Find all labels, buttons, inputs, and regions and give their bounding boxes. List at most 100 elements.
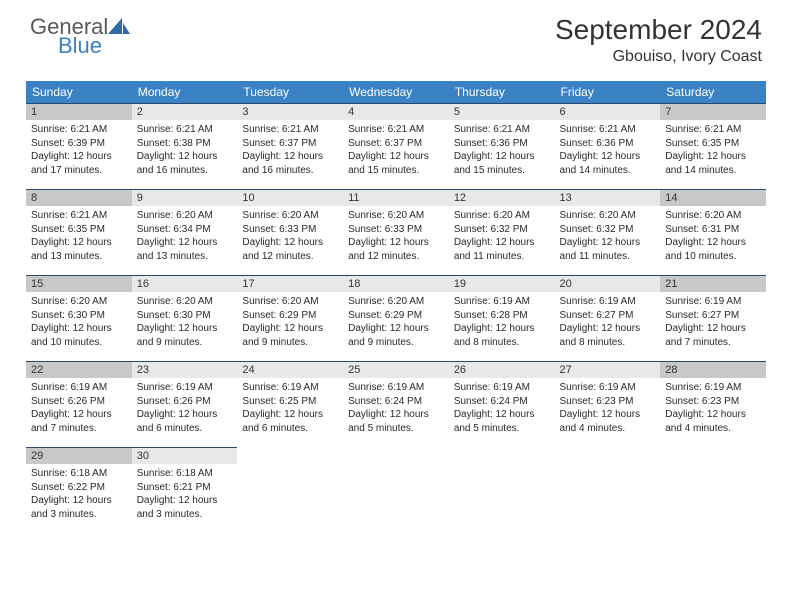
calendar-day-cell: 14Sunrise: 6:20 AMSunset: 6:31 PMDayligh… [660, 189, 766, 275]
calendar-day-cell: 21Sunrise: 6:19 AMSunset: 6:27 PMDayligh… [660, 275, 766, 361]
weekday-header: Saturday [660, 81, 766, 103]
calendar-day-cell: 25Sunrise: 6:19 AMSunset: 6:24 PMDayligh… [343, 361, 449, 447]
day-number: 18 [343, 275, 449, 292]
day-number: 28 [660, 361, 766, 378]
calendar-day-cell: 10Sunrise: 6:20 AMSunset: 6:33 PMDayligh… [237, 189, 343, 275]
day-details: Sunrise: 6:18 AMSunset: 6:22 PMDaylight:… [26, 464, 132, 525]
day-number: 10 [237, 189, 343, 206]
day-number: 2 [132, 103, 238, 120]
day-number: 29 [26, 447, 132, 464]
calendar-day-cell: 5Sunrise: 6:21 AMSunset: 6:36 PMDaylight… [449, 103, 555, 189]
day-details: Sunrise: 6:19 AMSunset: 6:23 PMDaylight:… [555, 378, 661, 439]
day-number: 19 [449, 275, 555, 292]
day-number: 14 [660, 189, 766, 206]
day-number: 15 [26, 275, 132, 292]
calendar-day-cell: 8Sunrise: 6:21 AMSunset: 6:35 PMDaylight… [26, 189, 132, 275]
day-number: 5 [449, 103, 555, 120]
calendar-day-cell: 22Sunrise: 6:19 AMSunset: 6:26 PMDayligh… [26, 361, 132, 447]
day-details: Sunrise: 6:19 AMSunset: 6:23 PMDaylight:… [660, 378, 766, 439]
day-number: 11 [343, 189, 449, 206]
day-number: 26 [449, 361, 555, 378]
calendar-day-cell: 3Sunrise: 6:21 AMSunset: 6:37 PMDaylight… [237, 103, 343, 189]
calendar-day-cell: 6Sunrise: 6:21 AMSunset: 6:36 PMDaylight… [555, 103, 661, 189]
calendar-day-cell [449, 447, 555, 533]
calendar-table: SundayMondayTuesdayWednesdayThursdayFrid… [26, 81, 766, 533]
day-details: Sunrise: 6:20 AMSunset: 6:30 PMDaylight:… [26, 292, 132, 353]
day-details: Sunrise: 6:21 AMSunset: 6:37 PMDaylight:… [343, 120, 449, 181]
day-details: Sunrise: 6:20 AMSunset: 6:29 PMDaylight:… [237, 292, 343, 353]
day-number: 4 [343, 103, 449, 120]
day-details: Sunrise: 6:20 AMSunset: 6:32 PMDaylight:… [449, 206, 555, 267]
calendar-day-cell: 23Sunrise: 6:19 AMSunset: 6:26 PMDayligh… [132, 361, 238, 447]
weekday-header: Tuesday [237, 81, 343, 103]
calendar-week-row: 22Sunrise: 6:19 AMSunset: 6:26 PMDayligh… [26, 361, 766, 447]
day-details: Sunrise: 6:20 AMSunset: 6:32 PMDaylight:… [555, 206, 661, 267]
day-number: 21 [660, 275, 766, 292]
weekday-header: Thursday [449, 81, 555, 103]
day-details: Sunrise: 6:19 AMSunset: 6:24 PMDaylight:… [343, 378, 449, 439]
calendar-day-cell: 7Sunrise: 6:21 AMSunset: 6:35 PMDaylight… [660, 103, 766, 189]
calendar-day-cell [343, 447, 449, 533]
calendar-day-cell: 11Sunrise: 6:20 AMSunset: 6:33 PMDayligh… [343, 189, 449, 275]
calendar-day-cell: 20Sunrise: 6:19 AMSunset: 6:27 PMDayligh… [555, 275, 661, 361]
calendar-week-row: 1Sunrise: 6:21 AMSunset: 6:39 PMDaylight… [26, 103, 766, 189]
logo: General Blue [30, 14, 130, 67]
location-label: Gbouiso, Ivory Coast [555, 48, 762, 66]
day-number: 20 [555, 275, 661, 292]
day-details: Sunrise: 6:21 AMSunset: 6:37 PMDaylight:… [237, 120, 343, 181]
calendar-day-cell: 19Sunrise: 6:19 AMSunset: 6:28 PMDayligh… [449, 275, 555, 361]
weekday-header-row: SundayMondayTuesdayWednesdayThursdayFrid… [26, 81, 766, 103]
calendar-day-cell: 2Sunrise: 6:21 AMSunset: 6:38 PMDaylight… [132, 103, 238, 189]
calendar-day-cell: 17Sunrise: 6:20 AMSunset: 6:29 PMDayligh… [237, 275, 343, 361]
calendar-day-cell [660, 447, 766, 533]
weekday-header: Monday [132, 81, 238, 103]
day-number: 1 [26, 103, 132, 120]
day-details: Sunrise: 6:20 AMSunset: 6:34 PMDaylight:… [132, 206, 238, 267]
day-number: 3 [237, 103, 343, 120]
calendar-week-row: 8Sunrise: 6:21 AMSunset: 6:35 PMDaylight… [26, 189, 766, 275]
day-details: Sunrise: 6:19 AMSunset: 6:28 PMDaylight:… [449, 292, 555, 353]
weekday-header: Friday [555, 81, 661, 103]
day-details: Sunrise: 6:20 AMSunset: 6:30 PMDaylight:… [132, 292, 238, 353]
day-details: Sunrise: 6:21 AMSunset: 6:36 PMDaylight:… [555, 120, 661, 181]
day-number: 9 [132, 189, 238, 206]
calendar-day-cell: 26Sunrise: 6:19 AMSunset: 6:24 PMDayligh… [449, 361, 555, 447]
day-number: 16 [132, 275, 238, 292]
weekday-header: Sunday [26, 81, 132, 103]
calendar-day-cell: 28Sunrise: 6:19 AMSunset: 6:23 PMDayligh… [660, 361, 766, 447]
day-number: 25 [343, 361, 449, 378]
day-details: Sunrise: 6:21 AMSunset: 6:36 PMDaylight:… [449, 120, 555, 181]
day-details: Sunrise: 6:19 AMSunset: 6:25 PMDaylight:… [237, 378, 343, 439]
day-number: 24 [237, 361, 343, 378]
title-block: September 2024 Gbouiso, Ivory Coast [555, 14, 762, 66]
calendar-day-cell: 29Sunrise: 6:18 AMSunset: 6:22 PMDayligh… [26, 447, 132, 533]
day-number: 17 [237, 275, 343, 292]
day-number: 27 [555, 361, 661, 378]
calendar-day-cell [237, 447, 343, 533]
calendar-day-cell: 27Sunrise: 6:19 AMSunset: 6:23 PMDayligh… [555, 361, 661, 447]
page-title: September 2024 [555, 14, 762, 46]
day-number: 7 [660, 103, 766, 120]
header: General Blue September 2024 Gbouiso, Ivo… [0, 0, 792, 73]
calendar-day-cell: 9Sunrise: 6:20 AMSunset: 6:34 PMDaylight… [132, 189, 238, 275]
calendar-day-cell: 13Sunrise: 6:20 AMSunset: 6:32 PMDayligh… [555, 189, 661, 275]
logo-text: General Blue [30, 14, 130, 67]
calendar-day-cell: 16Sunrise: 6:20 AMSunset: 6:30 PMDayligh… [132, 275, 238, 361]
day-details: Sunrise: 6:18 AMSunset: 6:21 PMDaylight:… [132, 464, 238, 525]
day-number: 30 [132, 447, 238, 464]
day-details: Sunrise: 6:21 AMSunset: 6:39 PMDaylight:… [26, 120, 132, 181]
day-number: 12 [449, 189, 555, 206]
calendar-day-cell: 18Sunrise: 6:20 AMSunset: 6:29 PMDayligh… [343, 275, 449, 361]
day-details: Sunrise: 6:20 AMSunset: 6:29 PMDaylight:… [343, 292, 449, 353]
day-number: 6 [555, 103, 661, 120]
day-details: Sunrise: 6:19 AMSunset: 6:24 PMDaylight:… [449, 378, 555, 439]
calendar-day-cell [555, 447, 661, 533]
day-details: Sunrise: 6:21 AMSunset: 6:35 PMDaylight:… [26, 206, 132, 267]
day-details: Sunrise: 6:21 AMSunset: 6:35 PMDaylight:… [660, 120, 766, 181]
day-details: Sunrise: 6:19 AMSunset: 6:27 PMDaylight:… [660, 292, 766, 353]
day-number: 23 [132, 361, 238, 378]
calendar-day-cell: 1Sunrise: 6:21 AMSunset: 6:39 PMDaylight… [26, 103, 132, 189]
calendar-day-cell: 12Sunrise: 6:20 AMSunset: 6:32 PMDayligh… [449, 189, 555, 275]
calendar-week-row: 15Sunrise: 6:20 AMSunset: 6:30 PMDayligh… [26, 275, 766, 361]
calendar-day-cell: 24Sunrise: 6:19 AMSunset: 6:25 PMDayligh… [237, 361, 343, 447]
